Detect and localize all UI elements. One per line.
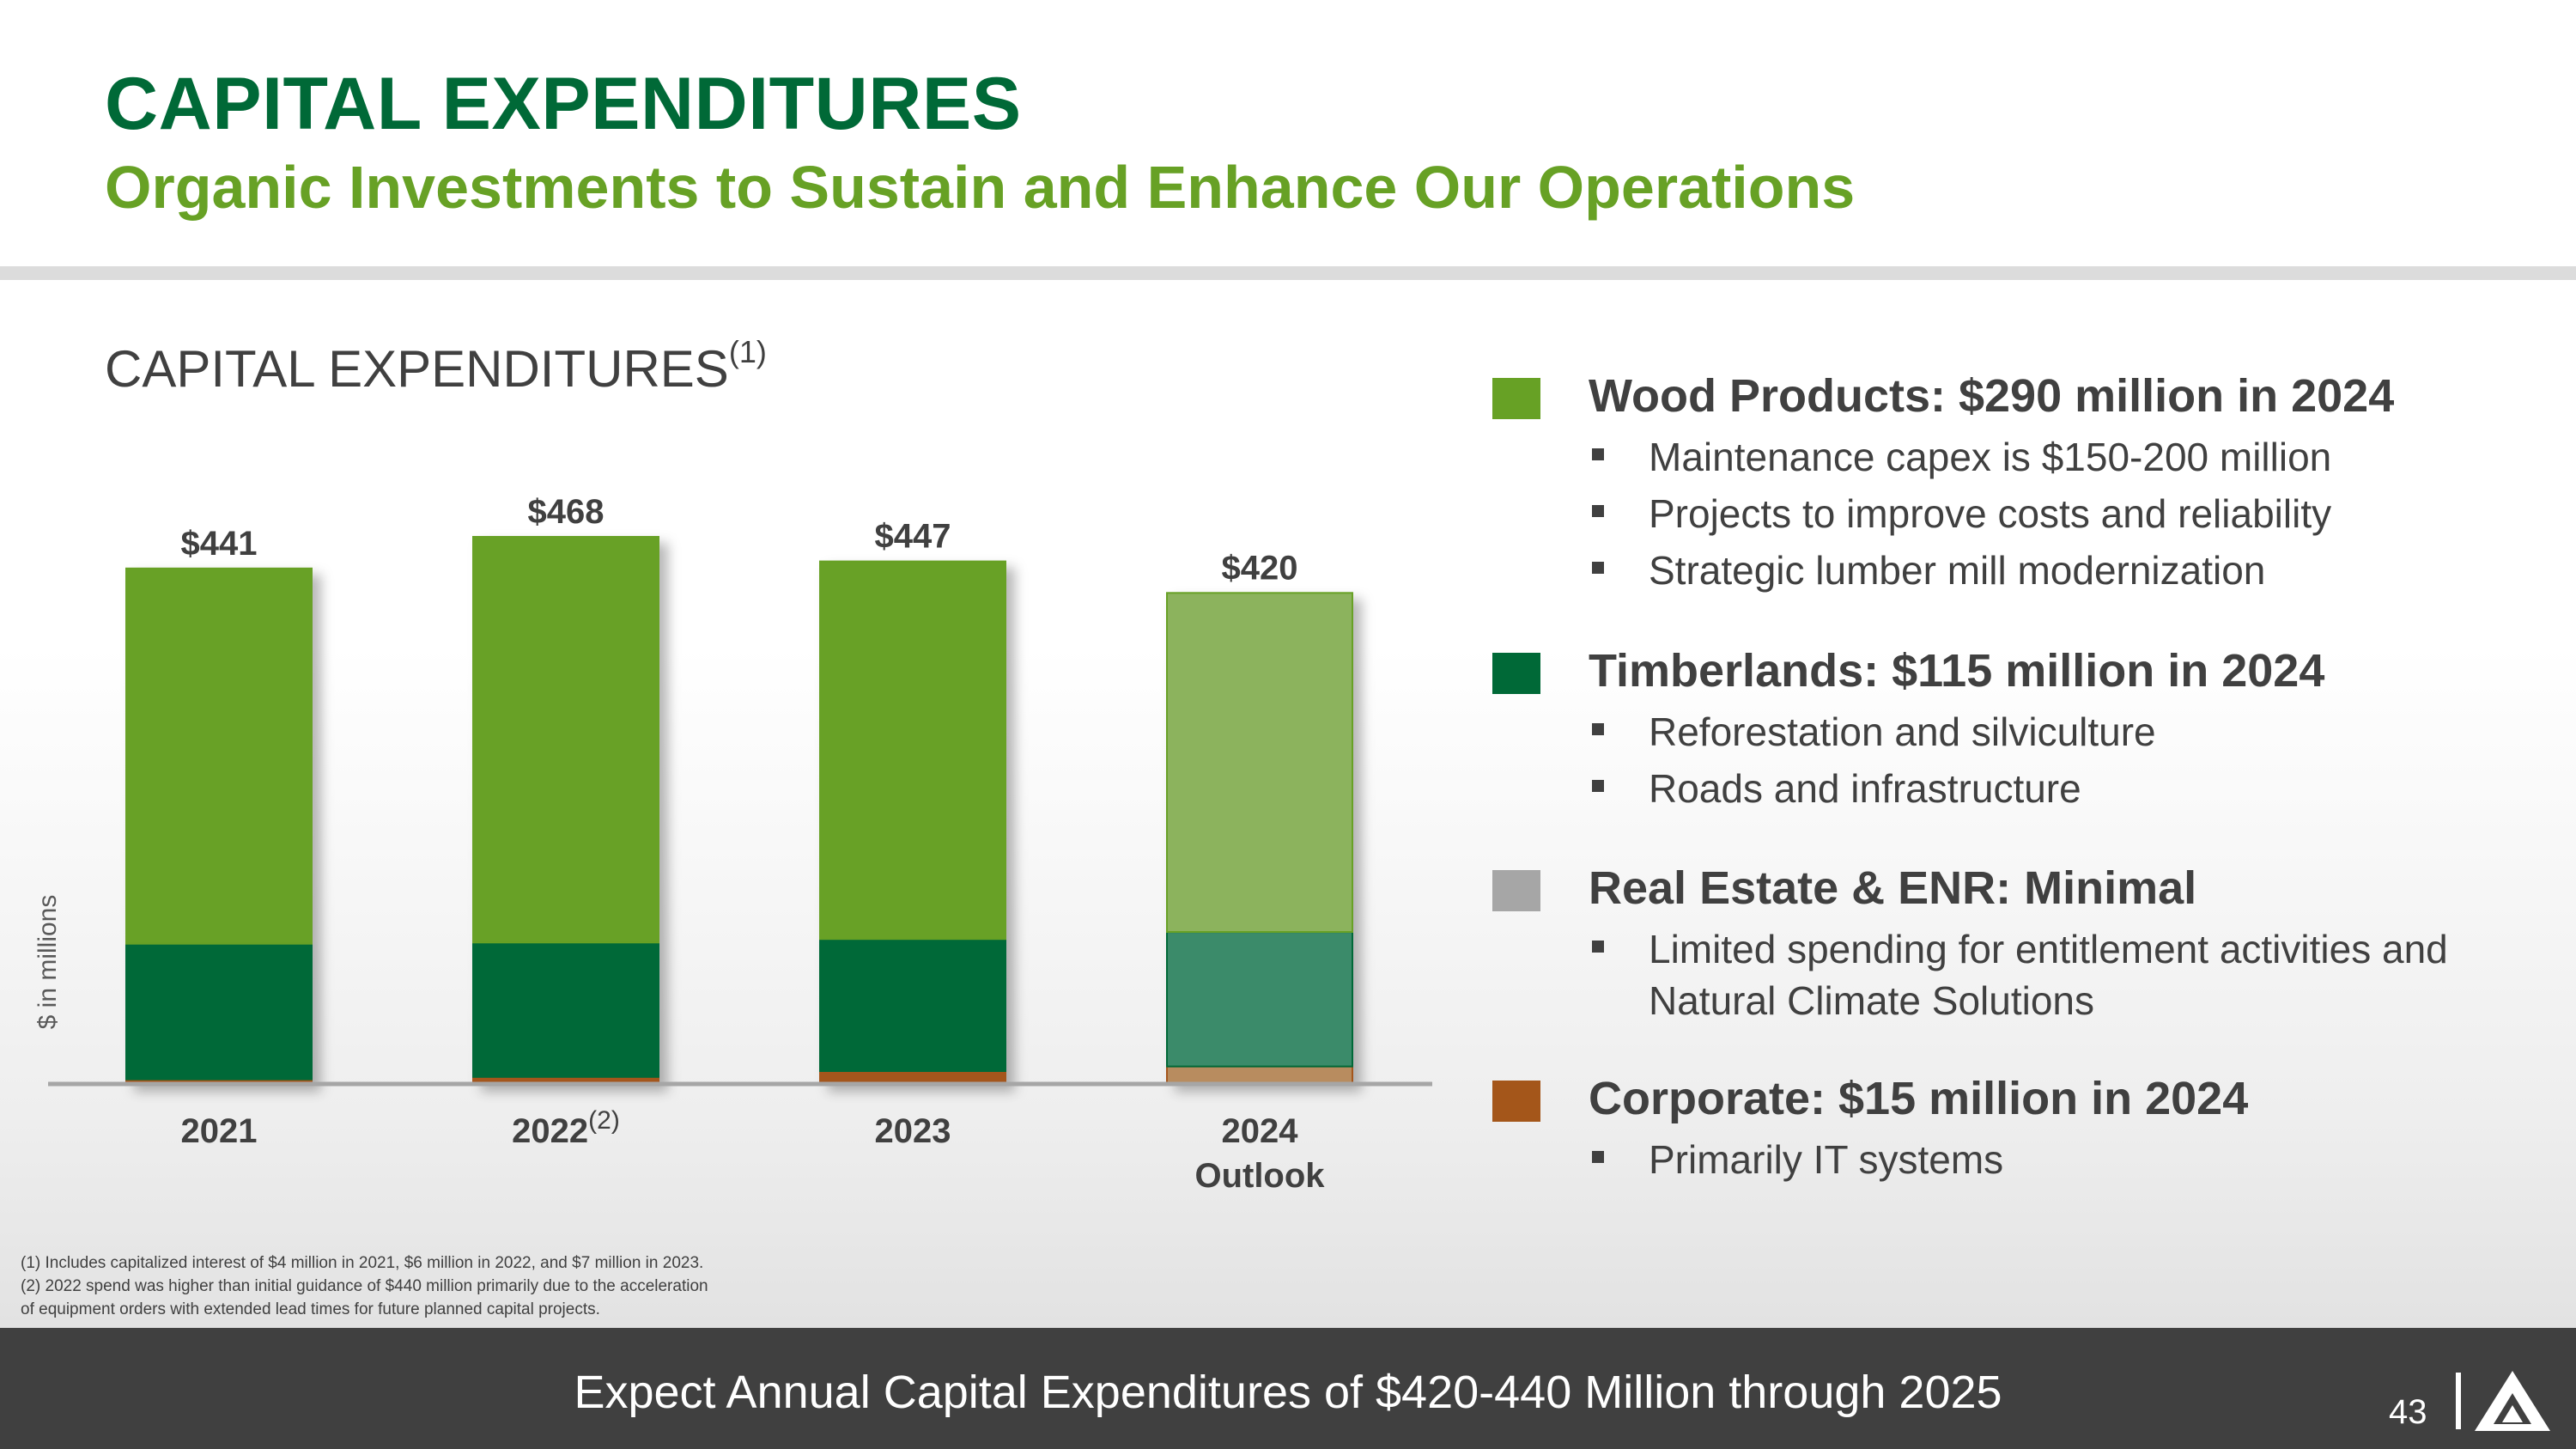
slide-title: CAPITAL EXPENDITURES: [105, 63, 1022, 145]
chart-heading: CAPITAL EXPENDITURES(1): [105, 334, 767, 399]
bar-segment-corporate: [1166, 1065, 1353, 1085]
x-tick-label: 2022(2): [512, 1106, 620, 1150]
bar-group-2023: [819, 560, 1006, 1085]
x-tick-label: 2024 Outlook: [1194, 1112, 1325, 1195]
real-estate-enr-bullets: Limited spending for entitlement activit…: [1589, 923, 2559, 1032]
company-logo-icon: [2475, 1371, 2550, 1431]
bullet-square-icon: [1592, 1151, 1604, 1163]
bullet-square-icon: [1592, 448, 1604, 460]
x-tick-label: 2023: [875, 1112, 951, 1150]
corporate-title: Corporate: $15 million in 2024: [1589, 1073, 2249, 1124]
bar-segment-timberlands: [819, 938, 1006, 1072]
bar-group-2021: [125, 567, 313, 1085]
bullet-item: Reforestation and silviculture: [1589, 706, 2559, 758]
bar-segment-wood-products: [819, 560, 1006, 941]
bullet-square-icon: [1592, 562, 1604, 574]
real-estate-enr-swatch: [1492, 870, 1540, 911]
bullet-item: Strategic lumber mill modernization: [1589, 545, 2559, 596]
bullet-item: Projects to improve costs and reliabilit…: [1589, 488, 2559, 539]
bar-total-label: $420: [1222, 549, 1298, 587]
timberlands-title: Timberlands: $115 million in 2024: [1589, 645, 2325, 697]
bullet-square-icon: [1592, 505, 1604, 517]
bullet-text: Reforestation and silviculture: [1649, 709, 2156, 754]
bar-group-2022: [472, 536, 659, 1086]
bar-segment-timberlands: [1166, 931, 1353, 1068]
footnote-2-continued: of equipment orders with extended lead t…: [21, 1300, 600, 1318]
bar-total-label: $447: [875, 518, 951, 556]
bullet-item: Limited spending for entitlement activit…: [1589, 923, 2559, 1026]
bar-segment-timberlands: [472, 941, 659, 1078]
chart-heading-footnote-ref: (1): [728, 334, 767, 369]
timberlands-swatch: [1492, 653, 1540, 694]
footer-message: Expect Annual Capital Expenditures of $4…: [574, 1367, 2002, 1418]
bar-total-label: $468: [528, 493, 605, 531]
slide-subtitle: Organic Investments to Sustain and Enhan…: [105, 154, 1856, 221]
footnote-1: (1) Includes capitalized interest of $4 …: [21, 1254, 704, 1272]
footnotes: (1) Includes capitalized interest of $4 …: [21, 1251, 879, 1321]
bullet-square-icon: [1592, 780, 1604, 792]
wood-products-title: Wood Products: $290 million in 2024: [1589, 370, 2395, 422]
chart-heading-text: CAPITAL EXPENDITURES: [105, 340, 729, 398]
bar-segment-wood-products: [1166, 592, 1353, 933]
page-number: 43: [2389, 1393, 2427, 1431]
bullet-item: Maintenance capex is $150-200 million: [1589, 431, 2559, 483]
bar-segment-timberlands: [125, 942, 313, 1081]
bullet-square-icon: [1592, 941, 1604, 953]
bar-total-label: $441: [181, 525, 258, 563]
real-estate-enr-title: Real Estate & ENR: Minimal: [1589, 862, 2197, 914]
bullet-text: Maintenance capex is $150-200 million: [1649, 435, 2332, 479]
slide-header: CAPITAL EXPENDITURES Organic Investments…: [0, 0, 2576, 266]
capex-bar-chart: $441 2021 $468 2022(2) $447 2023 $420 2024 Outlo…: [48, 493, 1432, 1195]
wood-products-bullets: Maintenance capex is $150-200 million Pr…: [1589, 431, 2559, 601]
bullet-square-icon: [1592, 723, 1604, 735]
bullet-text: Roads and infrastructure: [1649, 766, 2081, 811]
footer-bar: Expect Annual Capital Expenditures of $4…: [0, 1328, 2576, 1449]
corporate-swatch: [1492, 1081, 1540, 1122]
footnote-2: (2) 2022 spend was higher than initial g…: [21, 1277, 708, 1295]
bullet-item: Primarily IT systems: [1589, 1134, 2559, 1185]
bar-group-2024-outlook: [1166, 592, 1353, 1085]
y-axis-label: $ in millions: [33, 894, 62, 1030]
bullet-text: Projects to improve costs and reliabilit…: [1649, 491, 2332, 536]
header-divider: [0, 266, 2576, 280]
x-tick-label: 2021: [181, 1112, 258, 1150]
wood-products-swatch: [1492, 378, 1540, 419]
bullet-text: Limited spending for entitlement activit…: [1649, 927, 2448, 1023]
bar-segment-wood-products: [472, 536, 659, 944]
corporate-bullets: Primarily IT systems: [1589, 1134, 2559, 1190]
bullet-text: Primarily IT systems: [1649, 1137, 2004, 1182]
page-number-divider: [2456, 1373, 2461, 1429]
bar-segment-wood-products: [125, 567, 313, 945]
bullet-text: Strategic lumber mill modernization: [1649, 548, 2266, 593]
bullet-item: Roads and infrastructure: [1589, 763, 2559, 814]
timberlands-bullets: Reforestation and silviculture Roads and…: [1589, 706, 2559, 819]
